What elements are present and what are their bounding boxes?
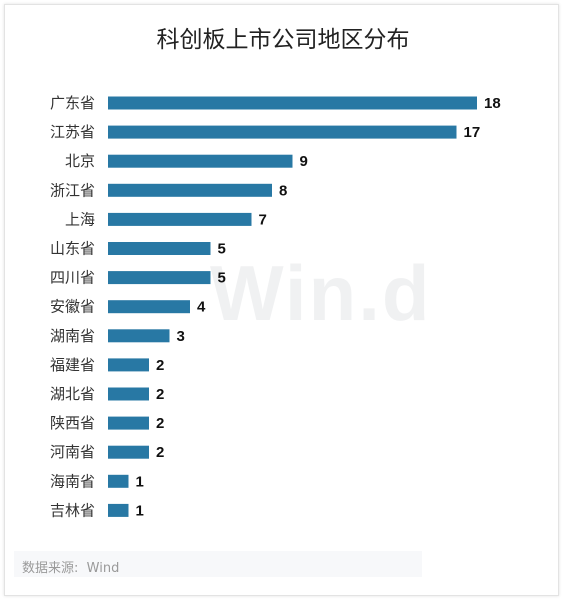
source-bar <box>14 551 422 577</box>
category-label: 福建省 <box>50 356 95 374</box>
data-source: 数据来源: Wind <box>22 557 119 576</box>
category-label: 海南省 <box>50 472 95 490</box>
category-label: 吉林省 <box>50 501 95 519</box>
category-label: 山东省 <box>50 240 95 258</box>
wind-watermark: Win.d <box>210 249 432 337</box>
bar <box>108 387 149 401</box>
data-label: 4 <box>197 299 206 316</box>
category-label: 北京 <box>65 152 95 170</box>
data-label: 5 <box>218 270 226 287</box>
category-label: 广东省 <box>50 94 95 112</box>
data-label: 5 <box>218 241 226 258</box>
bar <box>108 300 190 314</box>
bar <box>108 154 293 168</box>
category-label: 江苏省 <box>50 123 95 141</box>
category-label: 安徽省 <box>50 298 95 316</box>
bar <box>108 474 129 488</box>
data-label: 1 <box>136 502 144 519</box>
bar-chart: 广东省 18 江苏省 17 北京 9 浙江省 8 上海 7 山东省 5 四川省 5 安徽省 4 湖南省 3 福建省 2… <box>50 94 501 519</box>
bar <box>108 416 149 430</box>
bar <box>108 358 149 372</box>
category-label: 上海 <box>65 210 95 228</box>
bar <box>108 212 252 226</box>
category-label: 四川省 <box>50 269 95 287</box>
bar <box>108 503 129 517</box>
data-label: 2 <box>156 415 164 432</box>
category-label: 河南省 <box>50 443 95 461</box>
data-label: 2 <box>156 357 164 374</box>
data-label: 2 <box>156 444 164 461</box>
bar <box>108 96 477 110</box>
category-label: 湖南省 <box>50 327 95 345</box>
data-label: 18 <box>484 95 501 112</box>
data-label: 8 <box>279 182 287 199</box>
chart-title: 科创板上市公司地区分布 <box>156 27 410 53</box>
data-label: 7 <box>259 211 267 228</box>
data-label: 9 <box>300 153 308 170</box>
data-label: 3 <box>177 328 185 345</box>
bar <box>108 183 272 197</box>
bar <box>108 271 211 285</box>
category-label: 陕西省 <box>50 414 95 432</box>
data-label: 2 <box>156 386 164 403</box>
data-label: 17 <box>464 124 481 141</box>
source-label: 数据来源: <box>22 561 79 576</box>
category-label: 湖北省 <box>50 385 95 403</box>
data-label: 1 <box>136 473 144 490</box>
bar <box>108 445 149 459</box>
category-label: 浙江省 <box>50 181 95 199</box>
bar <box>108 125 457 139</box>
bar <box>108 329 170 343</box>
source-value: Wind <box>86 561 120 576</box>
bar <box>108 242 211 255</box>
